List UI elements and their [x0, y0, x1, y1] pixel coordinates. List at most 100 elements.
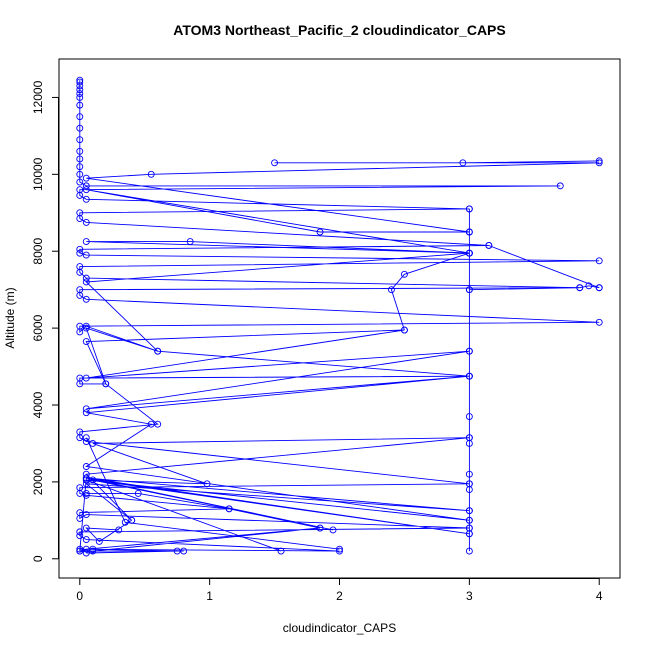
data-point [465, 530, 473, 538]
data-point [465, 507, 473, 515]
series-3 [387, 249, 473, 334]
data-point [465, 228, 473, 236]
x-axis-label: cloudindicator_CAPS [283, 621, 396, 635]
data-point [89, 476, 97, 484]
data-point [76, 78, 84, 86]
data-point [128, 516, 136, 524]
x-tick-label: 3 [466, 589, 473, 603]
data-point [585, 282, 593, 290]
data-point [329, 526, 337, 534]
data-point [76, 86, 84, 94]
series-line [86, 548, 178, 554]
data-point [76, 514, 84, 522]
data-point [76, 113, 84, 121]
data-point [485, 242, 493, 249]
series-line [86, 492, 321, 529]
data-point [82, 536, 90, 544]
series-line [469, 285, 600, 291]
data-point [76, 434, 84, 442]
data-point [82, 195, 90, 203]
data-point [82, 549, 90, 557]
data-point [465, 486, 473, 494]
data-point [134, 489, 142, 497]
data-point [76, 245, 84, 253]
data-point [95, 538, 103, 545]
data-point [82, 409, 90, 417]
data-point [465, 470, 473, 478]
x-axis: 0 1 2 3 4 [76, 578, 603, 603]
data-point [76, 82, 84, 90]
data-point [336, 545, 343, 553]
series-line [85, 437, 340, 550]
data-point [595, 159, 603, 167]
data-point [271, 159, 279, 167]
data-point [82, 463, 90, 470]
data-point [76, 547, 84, 555]
data-point [76, 136, 84, 144]
x-tick-label: 2 [336, 589, 343, 603]
y-tick-label: 8000 [31, 238, 45, 265]
data-point [336, 547, 343, 555]
data-point [82, 251, 90, 259]
data-point [225, 505, 233, 513]
data-point [154, 420, 162, 428]
data-point [82, 545, 90, 553]
data-point [595, 157, 603, 165]
data-point [595, 284, 603, 292]
data-point [76, 93, 84, 101]
series-7 [82, 489, 324, 532]
series-8 [82, 516, 136, 545]
x-tick-label: 0 [76, 589, 83, 603]
data-point [465, 439, 473, 447]
data-point [82, 524, 90, 532]
data-point [82, 274, 90, 282]
data-point [595, 318, 603, 326]
data-point [89, 547, 97, 555]
data-point [82, 218, 90, 226]
data-point [76, 178, 84, 186]
data-point [89, 545, 97, 553]
y-axis: 0 2000 4000 6000 8000 10000 12000 [31, 80, 59, 562]
data-point [76, 489, 84, 497]
data-point [595, 257, 603, 265]
data-point [82, 338, 90, 346]
data-point [76, 155, 84, 163]
data-point [465, 413, 473, 420]
data-point [76, 528, 84, 536]
data-point [465, 205, 473, 213]
data-point [82, 322, 90, 330]
data-point [465, 547, 473, 555]
series-5 [485, 242, 603, 292]
data-point [76, 291, 84, 299]
series-layer [76, 76, 603, 557]
series-9 [82, 545, 181, 557]
data-point [82, 238, 90, 246]
y-axis-label: Altitude (m) [3, 287, 17, 348]
data-point [76, 124, 84, 132]
x-tick-label: 4 [596, 589, 603, 603]
data-point [82, 434, 90, 442]
data-point [82, 480, 90, 488]
data-point [115, 526, 123, 534]
series-2 [465, 205, 473, 555]
data-point [465, 372, 473, 380]
data-point [82, 491, 90, 499]
series-line [79, 80, 600, 552]
data-point [89, 439, 97, 447]
data-point [82, 324, 90, 332]
data-point [82, 511, 90, 519]
data-point [147, 420, 155, 428]
data-point [82, 182, 90, 190]
series-1 [76, 76, 603, 555]
data-point [186, 238, 194, 246]
data-point [147, 170, 155, 178]
y-tick-label: 12000 [31, 80, 45, 114]
data-point [76, 532, 84, 540]
data-point [277, 547, 285, 555]
data-point [400, 270, 408, 278]
y-tick-label: 10000 [31, 157, 45, 191]
data-point [82, 489, 90, 497]
y-tick-label: 4000 [31, 391, 45, 418]
data-point [173, 547, 181, 555]
data-point [180, 547, 188, 555]
